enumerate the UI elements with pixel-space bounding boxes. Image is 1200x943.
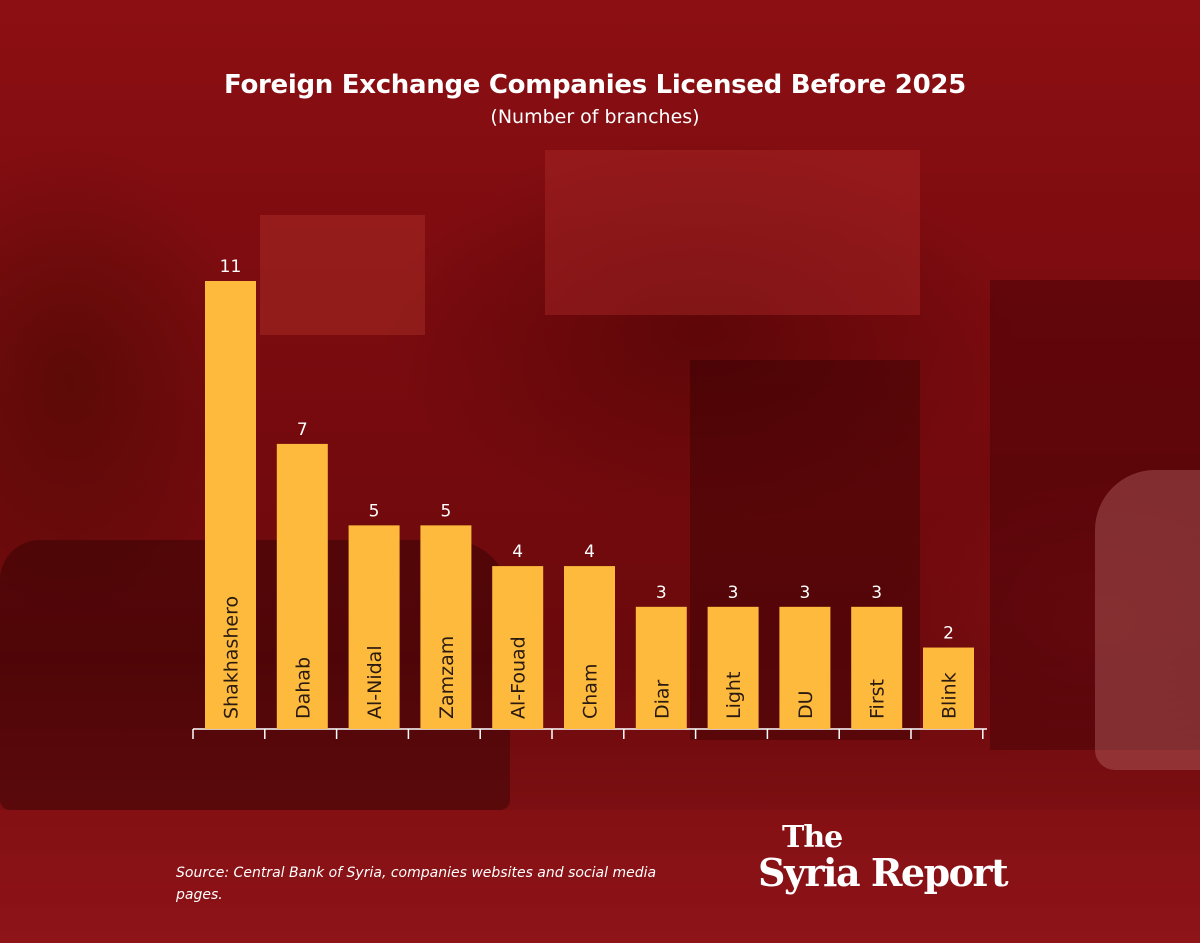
- bar: [923, 647, 974, 729]
- bar-category-label: Shakhashero: [221, 596, 243, 719]
- background-shop-sign: [260, 215, 425, 335]
- bar-value-label: 3: [799, 583, 810, 603]
- syria-report-logo: The Syria Report: [758, 820, 1038, 895]
- bar-category-label: First: [867, 679, 889, 719]
- logo-the: The: [782, 820, 843, 855]
- bar-category-label: Light: [723, 672, 745, 719]
- bar: [635, 606, 687, 729]
- bar-value-label: 3: [728, 583, 739, 603]
- chart-subtitle: (Number of branches): [490, 106, 700, 128]
- background-van: [1095, 470, 1200, 770]
- bar: [851, 606, 903, 729]
- bar-value-label: 3: [656, 583, 667, 603]
- logo-name: Syria Report: [758, 850, 1009, 895]
- bar-value-label: 11: [220, 257, 242, 277]
- bar-value-label: 5: [369, 501, 380, 521]
- chart-title: Foreign Exchange Companies Licensed Befo…: [224, 70, 966, 100]
- background-sidewalk: [0, 810, 1200, 943]
- bar: [205, 281, 256, 729]
- background-storefront-sign: [545, 150, 920, 315]
- bar: [779, 606, 831, 729]
- bar-category-label: Al-Nidal: [364, 645, 386, 719]
- bar: [564, 566, 615, 729]
- bar: [276, 443, 328, 729]
- bar: [420, 525, 472, 729]
- bar: [707, 606, 759, 729]
- bar-category-label: Zamzam: [436, 636, 458, 719]
- source-note: Source: Central Bank of Syria, companies…: [176, 865, 657, 903]
- bar-value-label: 5: [440, 501, 451, 521]
- bar-category-label: Dahab: [292, 657, 314, 719]
- bar: [348, 525, 400, 729]
- background-shutter: [990, 280, 1200, 750]
- bar-category-label: DU: [795, 690, 817, 719]
- bar-category-label: Cham: [580, 664, 602, 719]
- bar-value-label: 2: [943, 624, 954, 644]
- bar-value-label: 3: [871, 583, 882, 603]
- bar-value-label: 4: [512, 542, 523, 562]
- bar-category-label: Al-Fouad: [508, 636, 530, 719]
- bar-value-label: 4: [584, 542, 595, 562]
- bar-category-label: Diar: [651, 679, 673, 719]
- bar: [492, 566, 544, 729]
- bar-category-label: Blink: [939, 672, 961, 719]
- bar-value-label: 7: [297, 420, 308, 440]
